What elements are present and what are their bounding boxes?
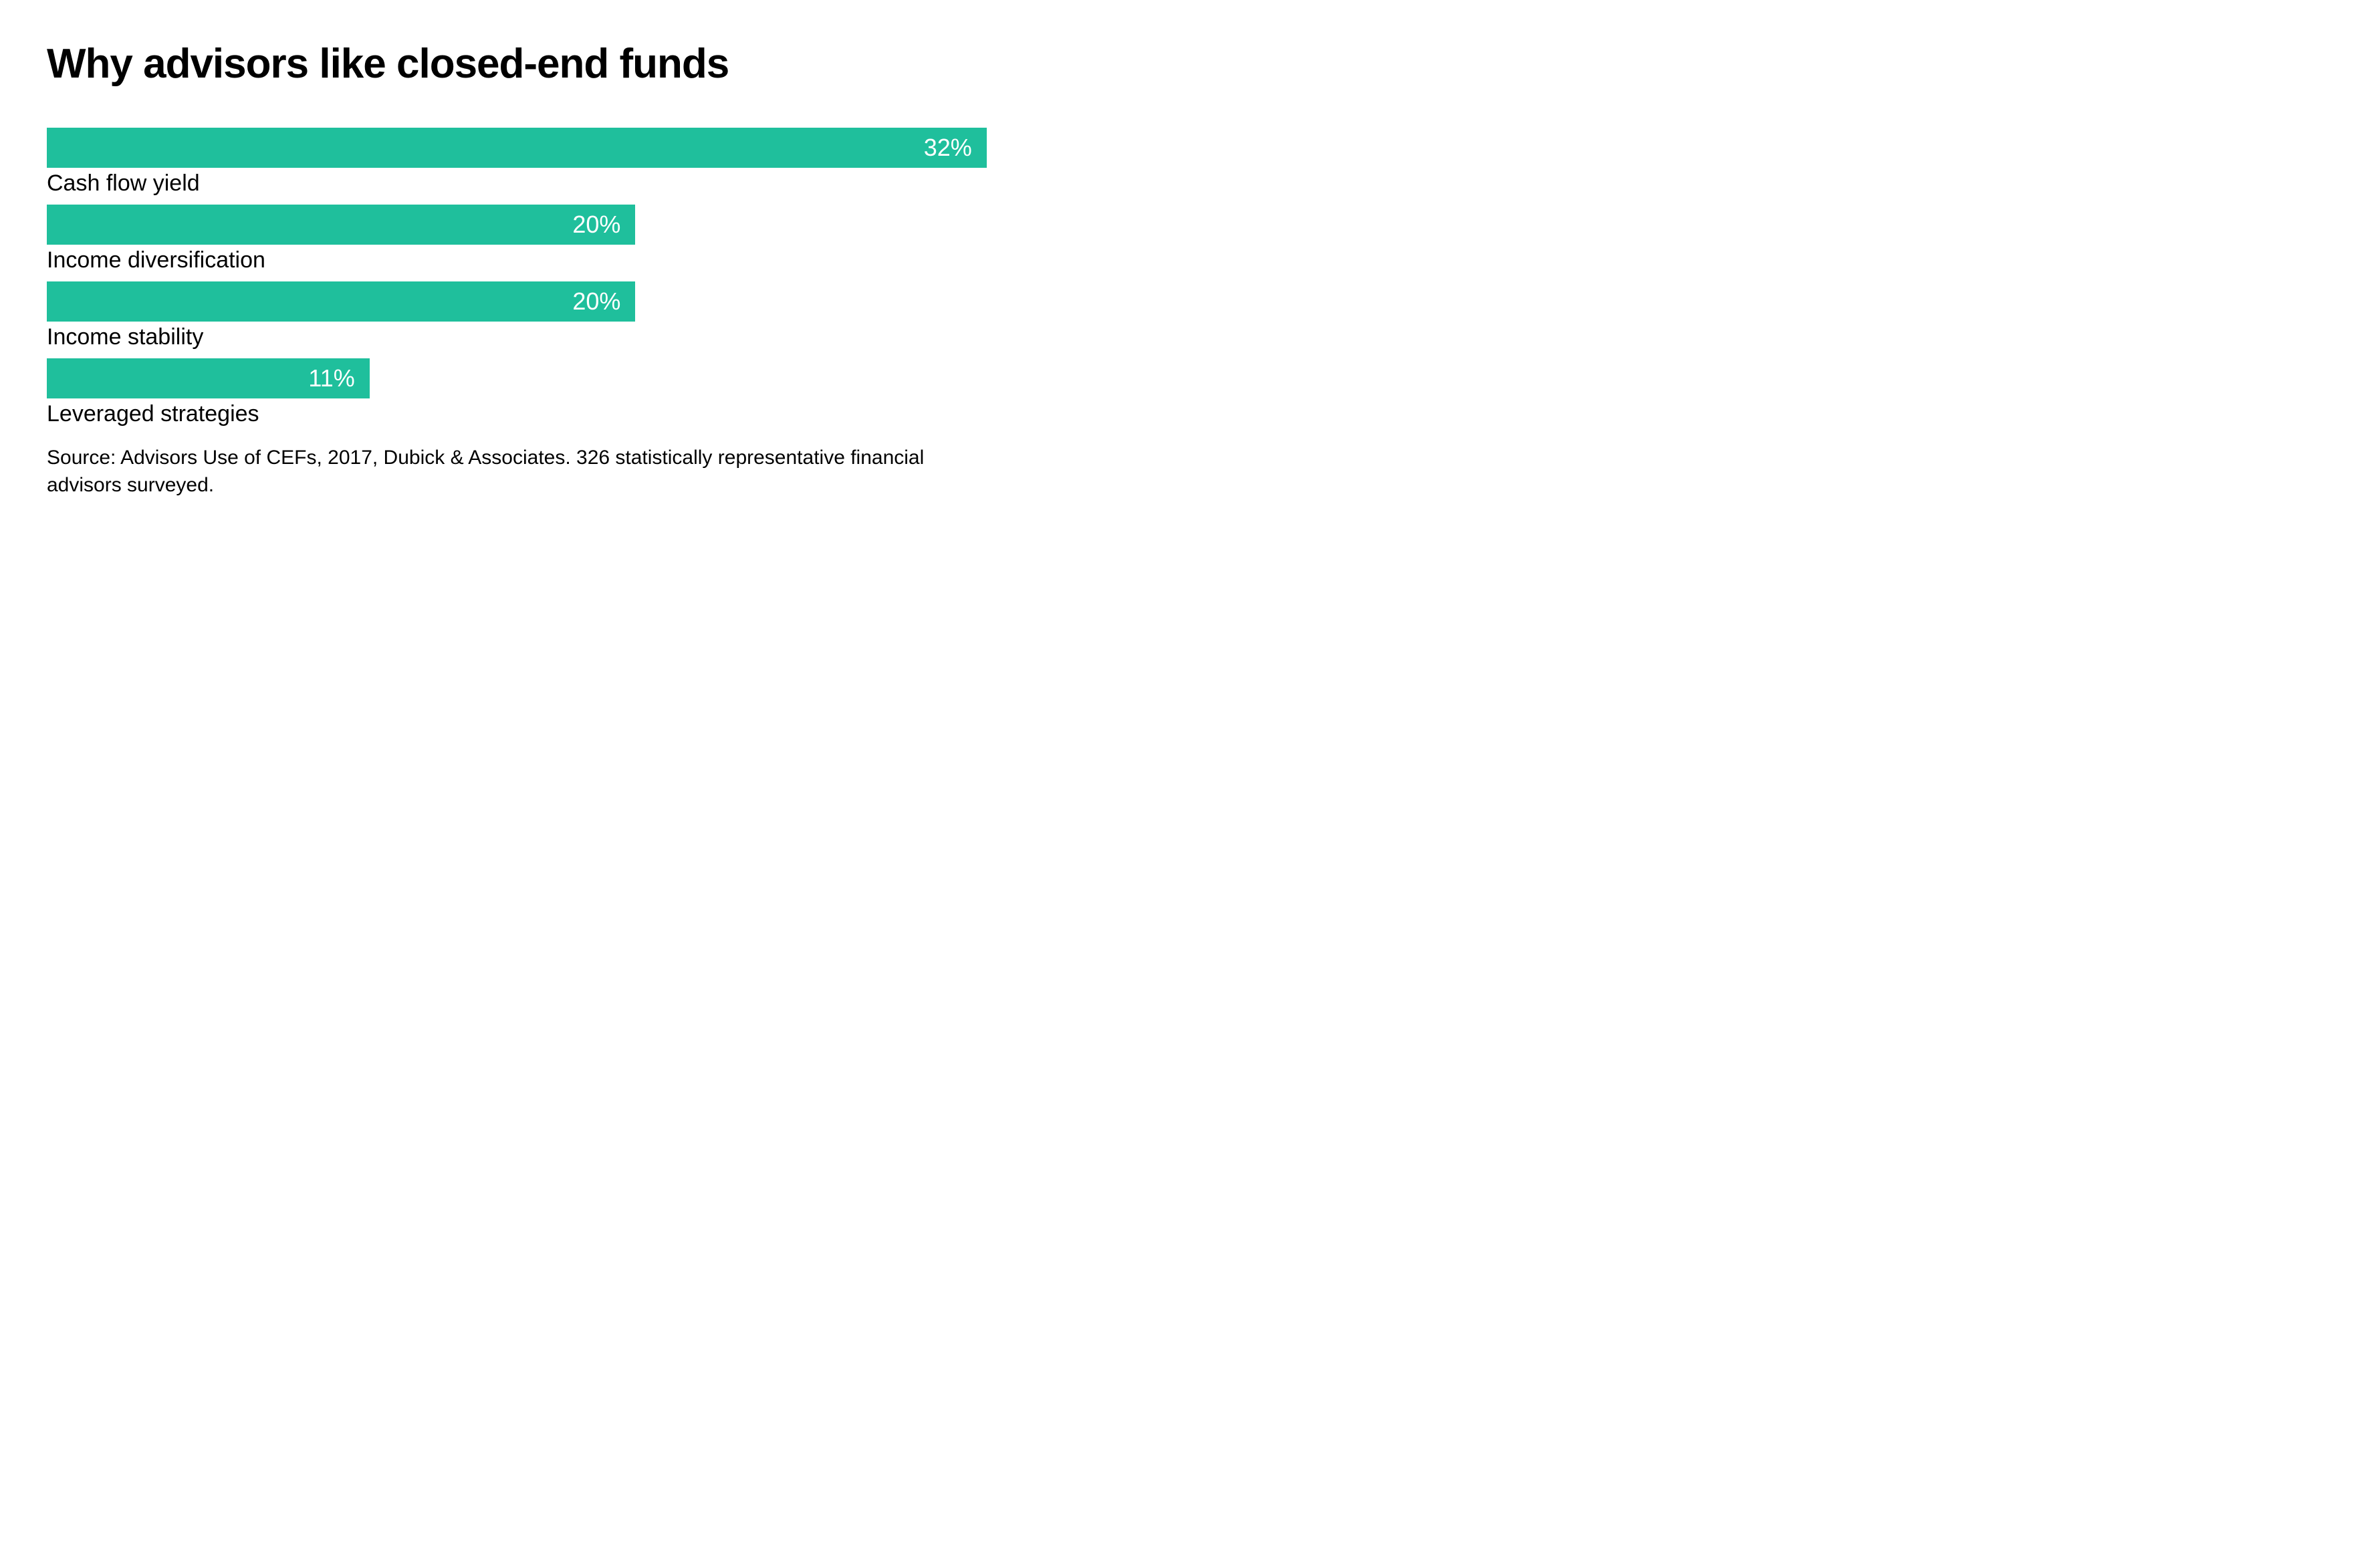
bar-row: 20% Income stability — [47, 281, 996, 350]
bar-label: Leveraged strategies — [47, 401, 996, 427]
bar-row: 20% Income diversification — [47, 205, 996, 273]
bar-label: Income diversification — [47, 247, 996, 273]
bar-row: 11% Leveraged strategies — [47, 358, 996, 427]
bar-label: Cash flow yield — [47, 170, 996, 197]
bar: 20% — [47, 281, 635, 322]
bar: 20% — [47, 205, 635, 245]
bar-label: Income stability — [47, 324, 996, 350]
source-note: Source: Advisors Use of CEFs, 2017, Dubi… — [47, 445, 996, 499]
bar-value: 11% — [308, 364, 354, 392]
chart-title: Why advisors like closed-end funds — [47, 40, 996, 88]
bar-chart: 32% Cash flow yield 20% Income diversificat… — [47, 128, 996, 427]
bar-value: 20% — [572, 211, 620, 239]
bar-row: 32% Cash flow yield — [47, 128, 996, 197]
bar: 32% — [47, 128, 987, 168]
bar-value: 20% — [572, 287, 620, 316]
bar: 11% — [47, 358, 370, 398]
bar-value: 32% — [924, 134, 972, 162]
